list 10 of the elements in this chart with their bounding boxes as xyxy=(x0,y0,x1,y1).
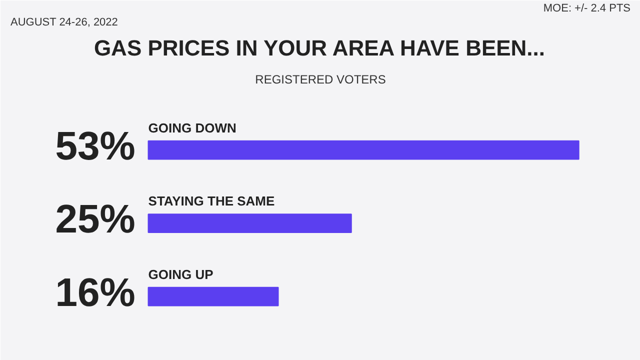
chart-subtitle: REGISTERED VOTERS xyxy=(255,72,386,86)
data-label: 25% xyxy=(55,198,136,242)
y-tick-label: GOING DOWN xyxy=(148,120,236,136)
text: AUGUST 24-26, 2022 xyxy=(10,16,118,28)
y-tick-label: STAYING THE SAME xyxy=(148,194,276,209)
y-tick-label: GOING UP xyxy=(148,266,214,282)
chart-title: GAS PRICES IN YOUR AREA HAVE BEEN... xyxy=(94,36,546,60)
text: MOE: +/- 2.4 PTS xyxy=(543,2,630,14)
data-label: 53% xyxy=(55,124,136,168)
data-label: 16% xyxy=(55,270,136,315)
